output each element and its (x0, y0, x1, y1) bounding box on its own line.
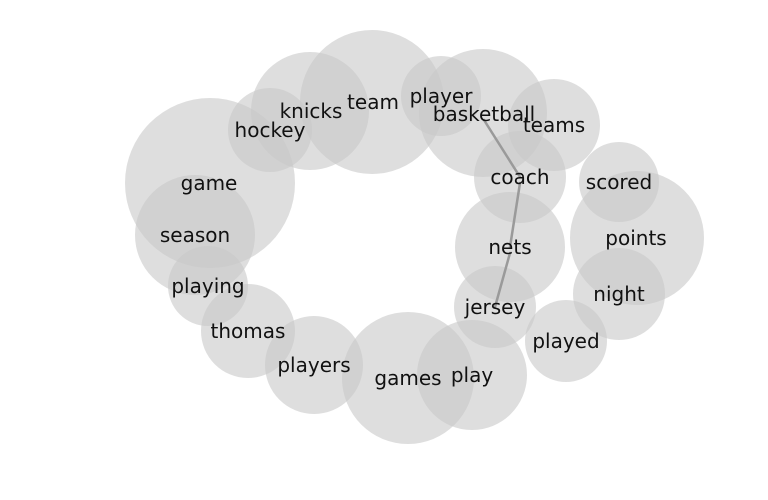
word-label-points: points (605, 226, 666, 250)
word-label-night: night (593, 282, 645, 306)
word-label-players: players (277, 353, 350, 377)
word-label-knicks: knicks (280, 99, 343, 123)
word-label-scored: scored (586, 170, 652, 194)
word-label-teams: teams (523, 113, 585, 137)
word-label-basketball: basketball (433, 102, 535, 126)
bubble-hockey (228, 88, 312, 172)
link-coach-nets (508, 181, 522, 249)
link-nets-jersey (493, 251, 512, 309)
bubbles-layer (125, 30, 704, 444)
word-label-games: games (374, 366, 441, 390)
link-basketball-coach (482, 118, 522, 179)
word-label-player: player (410, 84, 474, 108)
word-label-hockey: hockey (235, 118, 306, 142)
word-label-played: played (532, 329, 599, 353)
word-label-season: season (160, 223, 230, 247)
bubble-night (573, 248, 665, 340)
word-label-play: play (451, 363, 494, 387)
links-layer (482, 118, 522, 309)
word-label-game: game (181, 171, 238, 195)
bubble-players (265, 316, 363, 414)
word-label-thomas: thomas (211, 319, 286, 343)
word-label-jersey: jersey (464, 295, 526, 319)
bubble-teams (508, 79, 600, 171)
word-label-coach: coach (490, 165, 549, 189)
word-label-team: team (347, 90, 399, 114)
labels-layer: game season playing thomas players games play p… (160, 84, 667, 390)
word-label-playing: playing (171, 274, 244, 298)
word-label-nets: nets (488, 235, 531, 259)
